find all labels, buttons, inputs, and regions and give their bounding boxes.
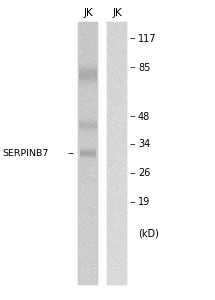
Bar [107,22,127,285]
Text: --: -- [130,112,137,121]
Text: SERPINB7: SERPINB7 [2,149,48,158]
Text: 85: 85 [138,63,150,73]
Text: --: -- [130,34,137,43]
Text: (kD): (kD) [138,229,159,239]
Text: --: -- [130,169,137,178]
Text: --: -- [68,148,75,158]
Text: JK: JK [112,8,122,18]
Text: 26: 26 [138,168,150,178]
Text: 48: 48 [138,112,150,122]
Text: --: -- [130,198,137,207]
Text: 34: 34 [138,139,150,149]
Text: 19: 19 [138,197,150,207]
Text: 117: 117 [138,34,157,44]
Bar [78,22,98,285]
Text: JK: JK [83,8,93,18]
Text: --: -- [130,140,137,149]
Text: --: -- [130,64,137,73]
